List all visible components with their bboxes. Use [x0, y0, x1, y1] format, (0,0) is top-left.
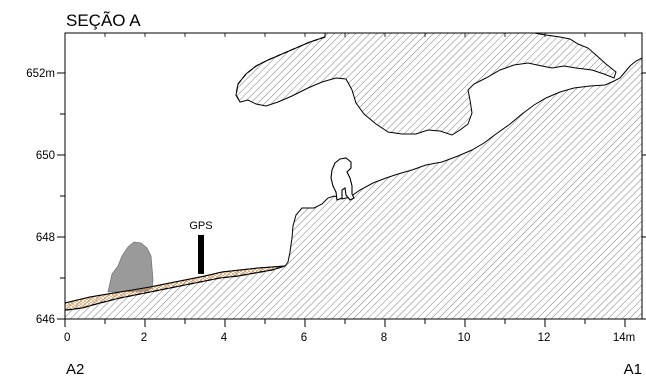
section-title: SEÇÃO A — [66, 11, 141, 30]
y-tick-label: 648 — [36, 232, 55, 244]
y-tick-label: 652m — [26, 68, 55, 80]
x-tick-label: 10 — [458, 332, 471, 344]
x-tick-label: 2 — [141, 332, 147, 344]
axes: 0 2 4 6 8 10 12 14m 652m 650 648 646 — [26, 33, 646, 344]
x-tick-label: 6 — [301, 332, 307, 344]
x-tick-label: 4 — [221, 332, 228, 344]
end-label-right: A1 — [624, 361, 642, 377]
x-tick-label: 14m — [613, 332, 635, 344]
sediment-base-contour — [64, 265, 286, 311]
roof-inferred-contour — [235, 36, 326, 103]
gps-marker — [198, 234, 204, 274]
person-scale-figure — [330, 157, 355, 201]
plot-frame — [64, 32, 643, 320]
gps-label: GPS — [189, 220, 212, 232]
y-tick-label: 650 — [36, 150, 55, 162]
x-tick-label: 12 — [538, 332, 551, 344]
end-label-left: A2 — [66, 361, 84, 377]
y-tick-label: 646 — [36, 314, 55, 326]
x-tick-label: 8 — [381, 332, 387, 344]
x-tick-label: 0 — [64, 332, 70, 344]
boulder — [107, 241, 154, 293]
